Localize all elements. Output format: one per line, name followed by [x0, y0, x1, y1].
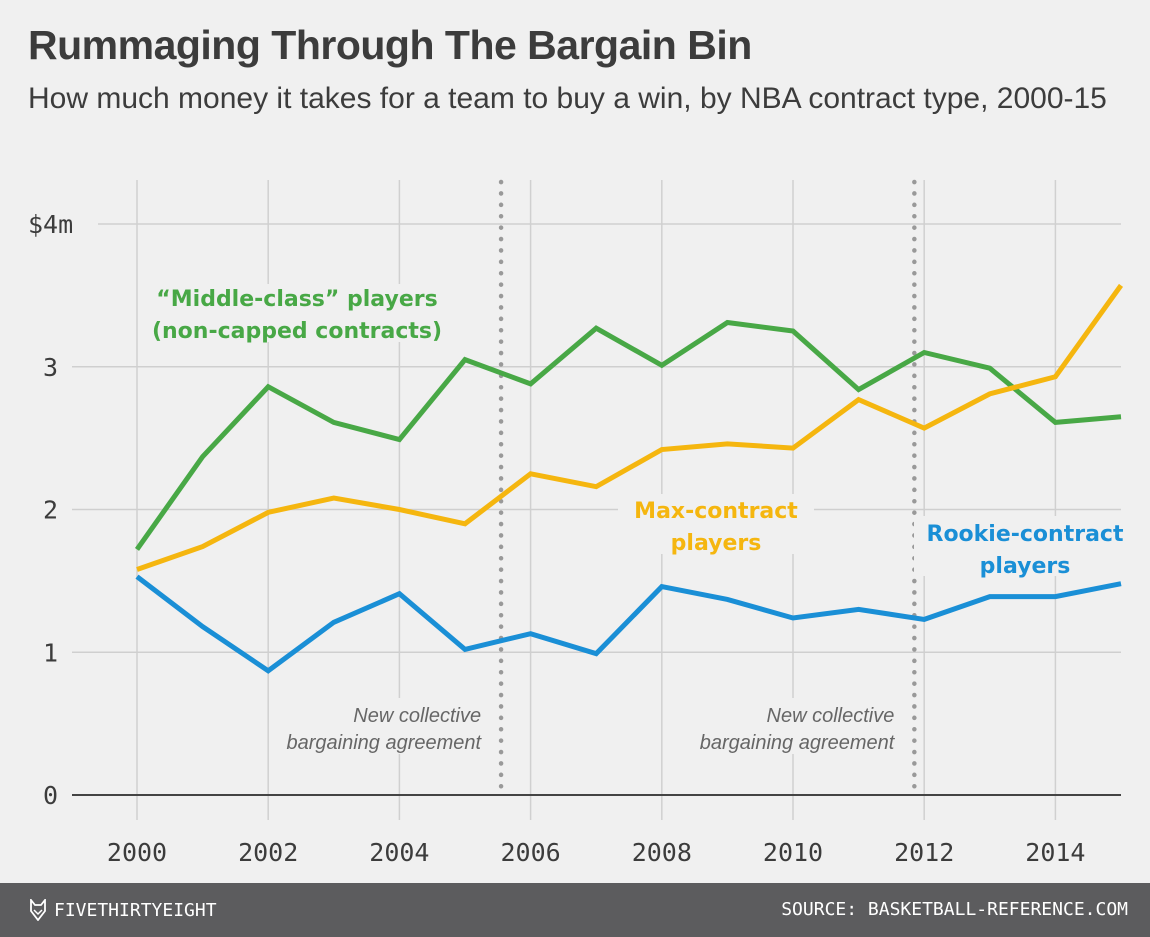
- fox-logo-icon: [30, 899, 46, 921]
- x-tick-label: 2012: [894, 838, 954, 867]
- series-label-background: [914, 516, 1134, 576]
- annotation-background: [321, 698, 490, 754]
- series-label-2: Rookie-contract: [927, 522, 1124, 547]
- x-tick-label: 2014: [1025, 838, 1085, 867]
- y-tick-label: 0: [43, 781, 58, 810]
- series-label-1: players: [671, 531, 762, 556]
- brand-name: FIVETHIRTYEIGHT: [54, 899, 217, 921]
- line-chart: 0 1 2 3 $4m 2000 2002 2004 2006 2008 2010 2012 2014…: [28, 179, 1134, 867]
- series-label-0: “Middle-class” players: [156, 287, 437, 312]
- footer: FIVETHIRTYEIGHT SOURCE: BASKETBALL-REFER…: [0, 883, 1150, 937]
- x-axis-ticks: 2000 2002 2004 2006 2008 2010 2012 2014: [107, 838, 1086, 867]
- series-label-1: Max-contract: [634, 499, 798, 524]
- x-tick-label: 2000: [107, 838, 167, 867]
- chart-subtitle: How much money it takes for a team to bu…: [28, 82, 1107, 115]
- y-tick-label: 1: [43, 638, 58, 667]
- x-tick-label: 2006: [500, 838, 560, 867]
- cba-annotation-text: bargaining agreement: [286, 732, 482, 754]
- x-tick-label: 2002: [238, 838, 298, 867]
- x-tick-label: 2004: [369, 838, 429, 867]
- series-label-2: players: [980, 554, 1071, 579]
- series-label-background: [138, 284, 456, 342]
- series-lines: [134, 283, 1124, 674]
- series-label-0: (non-capped contracts): [152, 319, 442, 344]
- series-line-0: [134, 319, 1122, 551]
- y-tick-label: $4m: [28, 210, 73, 239]
- annotations: New collective bargaining agreement New co…: [286, 179, 917, 791]
- cba-annotation-text: bargaining agreement: [700, 732, 896, 754]
- brand: FIVETHIRTYEIGHT: [30, 899, 217, 921]
- chart-title: Rummaging Through The Bargain Bin: [28, 22, 752, 68]
- series-line-1: [136, 283, 1124, 572]
- grid: [72, 180, 1121, 820]
- y-tick-label: 3: [43, 353, 58, 382]
- y-tick-label: 2: [43, 496, 58, 525]
- cba-annotation-text: New collective: [767, 705, 895, 727]
- series-line-2: [135, 574, 1122, 674]
- y-axis-ticks: 0 1 2 3 $4m: [28, 210, 73, 810]
- x-tick-label: 2010: [763, 838, 823, 867]
- series-label-background: [618, 494, 814, 554]
- x-tick-label: 2008: [632, 838, 692, 867]
- source-credit: SOURCE: BASKETBALL-REFERENCE.COM: [781, 899, 1128, 920]
- series-labels: “Middle-class” players (non-capped contra…: [138, 284, 1134, 579]
- annotation-background: [734, 698, 903, 754]
- cba-annotation-text: New collective: [353, 705, 481, 727]
